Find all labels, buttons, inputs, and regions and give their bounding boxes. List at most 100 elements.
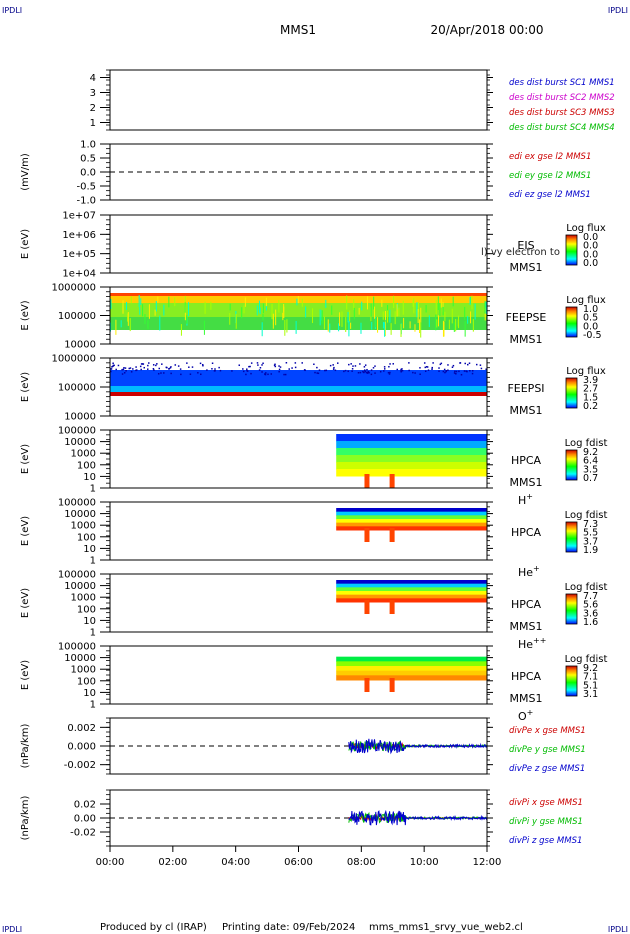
panel-feepse-spacecraft: MMS1 bbox=[510, 333, 543, 346]
panel-feepse-streak bbox=[442, 320, 444, 337]
panel-feepsi-colorbar-tick: 3.9 bbox=[583, 375, 598, 386]
panel-eis-colorbar-tick: 0.0 bbox=[583, 232, 598, 243]
panel-hpca-he2-band-layer bbox=[336, 583, 487, 588]
panel-edi-legend-2: edi ez gse l2 MMS1 bbox=[509, 190, 591, 200]
panel-hpca-h-band-layer bbox=[336, 462, 487, 470]
panel-eis-colorbar bbox=[565, 234, 578, 266]
panel-feepsi-dot bbox=[364, 364, 367, 366]
panel-feepsi-dot bbox=[370, 373, 373, 376]
panel-feepse-streak bbox=[451, 308, 453, 324]
panel-feepse-streak bbox=[375, 318, 377, 328]
panel-feepse-streak bbox=[353, 299, 355, 311]
panel-feepse-streak bbox=[297, 295, 299, 304]
panel-feepsi-dot bbox=[348, 363, 350, 366]
panel-divpi: (nPa/km) 0.02 0.00 -0.02 divPi x gse MMS1 div… bbox=[20, 789, 583, 847]
panel-feepsi-dot bbox=[389, 363, 391, 365]
panel-divpe-ytick-label: 0.002 bbox=[67, 723, 96, 734]
panel-feepse: E (eV) 1000000 100000 10000 FEEPSE MMS1 Log fl… bbox=[20, 283, 606, 351]
panel-feepsi-dot bbox=[359, 371, 362, 374]
time-tick-label: 10:00 bbox=[410, 857, 439, 868]
footer-produced-by: Produced by cl (IRAP) bbox=[100, 922, 207, 933]
panel-feepsi-dot bbox=[246, 368, 248, 370]
panel-feepsi-dot bbox=[343, 370, 345, 373]
panel-hpca-o-species-sup: + bbox=[527, 708, 534, 717]
panel-feepsi-dot bbox=[480, 367, 483, 370]
panel-feepsi-dot bbox=[278, 370, 280, 373]
panel-eis-frame bbox=[109, 214, 488, 274]
panel-feepse-streak bbox=[458, 315, 460, 329]
panel-feepsi-dot bbox=[455, 370, 458, 373]
panel-feepse-streak bbox=[129, 318, 131, 332]
panel-feepse-streak bbox=[261, 322, 263, 337]
panel-edi-ytick-label: 0.0 bbox=[80, 168, 96, 179]
panel-feepse-streak bbox=[321, 310, 323, 324]
panel-feepse-streak bbox=[469, 297, 471, 305]
panel-feepsi-dot bbox=[140, 368, 142, 371]
panel-feepse-streak bbox=[283, 306, 285, 318]
panel-feepse-streak bbox=[265, 304, 267, 311]
panel-feepsi-dot bbox=[214, 369, 216, 372]
panel-feepse-streak bbox=[402, 300, 404, 315]
panel-feepse-streak bbox=[163, 304, 165, 316]
panel-eis-ylabel: E (eV) bbox=[20, 229, 31, 259]
panel-feepsi-dot bbox=[265, 372, 267, 374]
panel-des-burst-legend-1: des dist burst SC2 MMS2 bbox=[509, 93, 615, 103]
panel-feepse-streak bbox=[361, 301, 363, 311]
panel-feepsi-dot bbox=[166, 366, 168, 369]
panel-hpca-o-colorbar bbox=[565, 665, 578, 697]
panel-hpca-h-ytick-label: 1000 bbox=[71, 449, 96, 460]
panel-feepse-streak bbox=[394, 311, 396, 325]
panel-feepse-streak bbox=[323, 316, 325, 330]
panel-feepsi-dot bbox=[347, 370, 349, 373]
panel-feepse-streak bbox=[464, 321, 466, 337]
panel-feepse-streak bbox=[229, 303, 231, 311]
panel-feepsi-dot bbox=[333, 366, 335, 369]
panel-hpca-he2-ytick-label: 10 bbox=[83, 616, 96, 627]
panel-divpi-legend-0: divPi x gse MMS1 bbox=[509, 798, 583, 808]
panel-feepsi-dot bbox=[267, 373, 269, 376]
panel-feepse-streak bbox=[184, 295, 186, 307]
panel-feepsi-dot bbox=[219, 369, 222, 372]
panel-hpca-o-colorbar-title: Log fdist bbox=[565, 654, 608, 665]
panel-feepsi-dot bbox=[143, 366, 145, 369]
panel-feepse-streak bbox=[168, 296, 170, 308]
panel-hpca-h-colorbar-tick: 3.5 bbox=[583, 464, 598, 475]
panel-hpca-he2-ytick-label: 1000 bbox=[71, 593, 96, 604]
panel-feepsi-dot bbox=[174, 364, 177, 366]
panel-feepse-streak bbox=[110, 298, 112, 309]
panel-feepsi-dot bbox=[408, 369, 410, 372]
panel-feepsi-dot bbox=[387, 371, 390, 374]
panel-hpca-he1-band-layer bbox=[336, 508, 487, 513]
panel-feepse-streak bbox=[377, 317, 379, 333]
panel-feepsi-dot bbox=[218, 366, 220, 369]
panel-hpca-he2-ylabel: E (eV) bbox=[20, 588, 31, 618]
panel-feepsi-dot bbox=[329, 364, 332, 367]
panel-feepse-streak bbox=[403, 317, 405, 329]
panel-hpca-he2-frame bbox=[109, 573, 488, 633]
panel-feepse-streak bbox=[122, 300, 124, 314]
panel-feepsi-colorbar-tick: 2.7 bbox=[583, 384, 598, 395]
panel-feepsi-dot bbox=[112, 362, 114, 364]
panel-hpca-he1-colorbar-tick: 1.9 bbox=[583, 545, 598, 556]
panel-hpca-h-instrument: HPCA bbox=[511, 454, 542, 467]
panel-feepse-streak bbox=[393, 298, 395, 309]
panel-des-burst-ytick-label: 3 bbox=[90, 88, 96, 99]
panel-feepse-streak bbox=[147, 320, 149, 329]
panel-feepsi-dot bbox=[259, 367, 262, 369]
panel-feepsi-dot bbox=[408, 362, 410, 364]
panel-feepsi-dot bbox=[479, 364, 482, 366]
panel-feepse-streak bbox=[305, 306, 307, 318]
panel-feepsi-dot bbox=[388, 373, 391, 375]
panel-hpca-he1-band-layer bbox=[336, 526, 487, 531]
panel-feepse-streak bbox=[442, 302, 444, 312]
panel-feepse-streak bbox=[180, 324, 182, 336]
panel-feepsi-dot bbox=[425, 366, 428, 368]
panel-feepsi-dot bbox=[121, 368, 123, 371]
panel-hpca-o-ytick-label: 10 bbox=[83, 688, 96, 699]
panel-divpe-series-2 bbox=[348, 738, 488, 755]
time-tick-label: 00:00 bbox=[96, 857, 125, 868]
corner-label-top-right: IPDLI bbox=[608, 6, 628, 15]
panel-feepsi-dot bbox=[201, 363, 204, 366]
panel-feepse-streak bbox=[396, 304, 398, 317]
panel-hpca-he2-spike bbox=[364, 600, 370, 614]
